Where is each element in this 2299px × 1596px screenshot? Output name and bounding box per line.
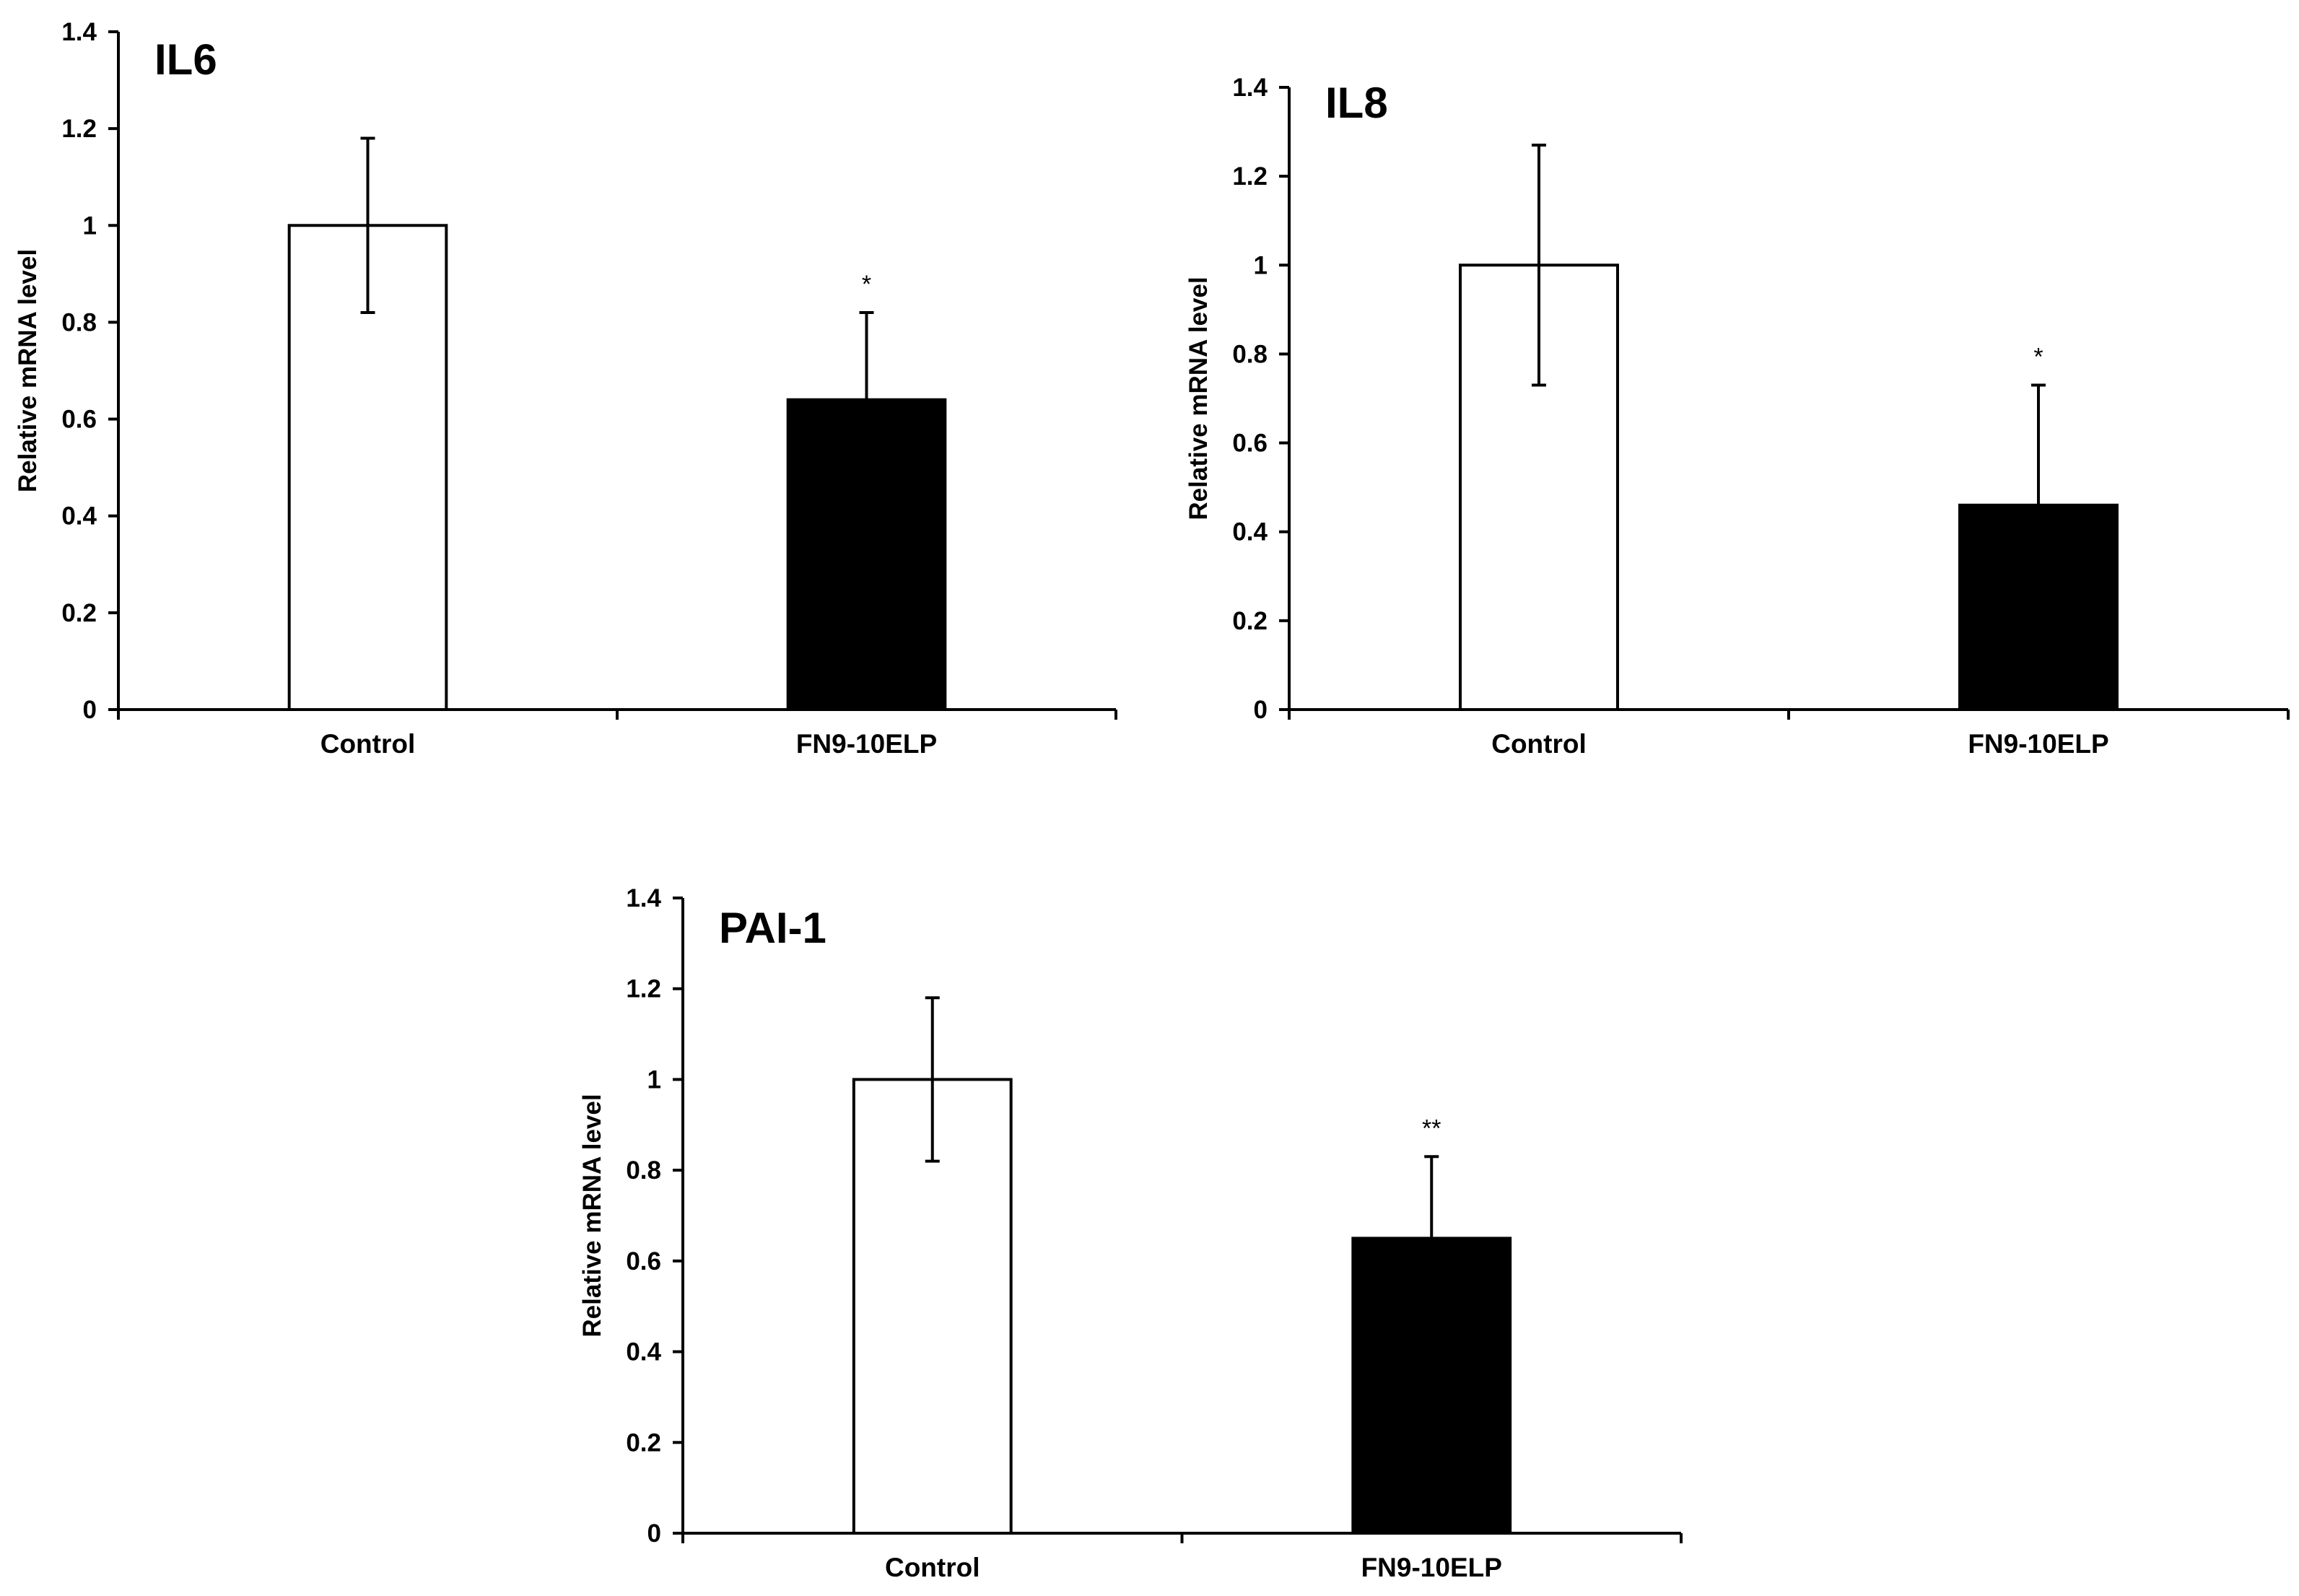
bar-fn9-10elp [1958, 503, 2119, 711]
x-category-label: Control [320, 729, 416, 759]
y-tick-label: 0.4 [1232, 518, 1268, 546]
x-category-label: FN9-10ELP [1361, 1553, 1502, 1582]
significance-marker: * [862, 271, 871, 298]
chart-title: IL6 [154, 35, 217, 84]
y-tick-label: 1.4 [626, 884, 661, 912]
x-category-label: Control [1491, 729, 1587, 759]
chart-panel-pai1: 0 0.2 0.4 0.6 0.8 1 1.2 1.4 Control ** FN9-10ELP Re… [578, 884, 1683, 1582]
y-tick-label: 0 [647, 1519, 661, 1548]
x-category-label: Control [885, 1553, 980, 1582]
x-category-label: FN9-10ELP [796, 729, 937, 759]
y-axis-title: Relative mRNA level [578, 1094, 606, 1337]
y-tick-label: 0.6 [1232, 429, 1268, 458]
y-tick-label: 1.2 [1232, 162, 1268, 191]
y-tick-label: 0.8 [61, 308, 97, 336]
y-tick-label: 0 [83, 696, 97, 724]
significance-marker: * [2033, 344, 2043, 371]
y-tick-label: 0.2 [626, 1429, 661, 1457]
x-category-label: FN9-10ELP [1968, 729, 2108, 759]
y-tick-label: 0.8 [626, 1156, 661, 1185]
y-tick-label: 1 [647, 1065, 661, 1094]
y-tick-label: 1.2 [626, 975, 661, 1003]
y-axis-title: Relative mRNA level [14, 249, 42, 492]
y-tick-label: 0.6 [626, 1247, 661, 1276]
y-tick-label: 1.4 [61, 18, 97, 46]
y-tick-label: 0.4 [626, 1338, 661, 1366]
y-tick-label: 0.6 [61, 406, 97, 434]
chart-panel-il6: 0 0.2 0.4 0.6 0.8 1 1.2 1.4 Control * FN9-10ELP Rel… [14, 18, 1117, 759]
y-tick-label: 1.2 [61, 115, 97, 143]
bar-fn9-10elp [1351, 1237, 1512, 1535]
bar-fn9-10elp [786, 398, 947, 711]
y-tick-label: 0.8 [1232, 340, 1268, 368]
y-tick-label: 1 [1254, 251, 1268, 279]
y-tick-label: 0 [1254, 696, 1268, 724]
y-tick-label: 0.4 [61, 502, 97, 531]
chart-title: PAI-1 [719, 904, 826, 952]
y-tick-label: 0.2 [1232, 607, 1268, 635]
chart-title: IL8 [1325, 79, 1388, 127]
significance-marker: ** [1422, 1115, 1441, 1142]
y-tick-label: 0.2 [61, 599, 97, 627]
y-tick-label: 1 [83, 212, 97, 240]
chart-panel-il8: 0 0.2 0.4 0.6 0.8 1 1.2 1.4 Control * FN9-10ELP Rel… [1185, 74, 2290, 759]
y-axis-title: Relative mRNA level [1185, 276, 1213, 520]
y-tick-label: 1.4 [1232, 74, 1268, 102]
